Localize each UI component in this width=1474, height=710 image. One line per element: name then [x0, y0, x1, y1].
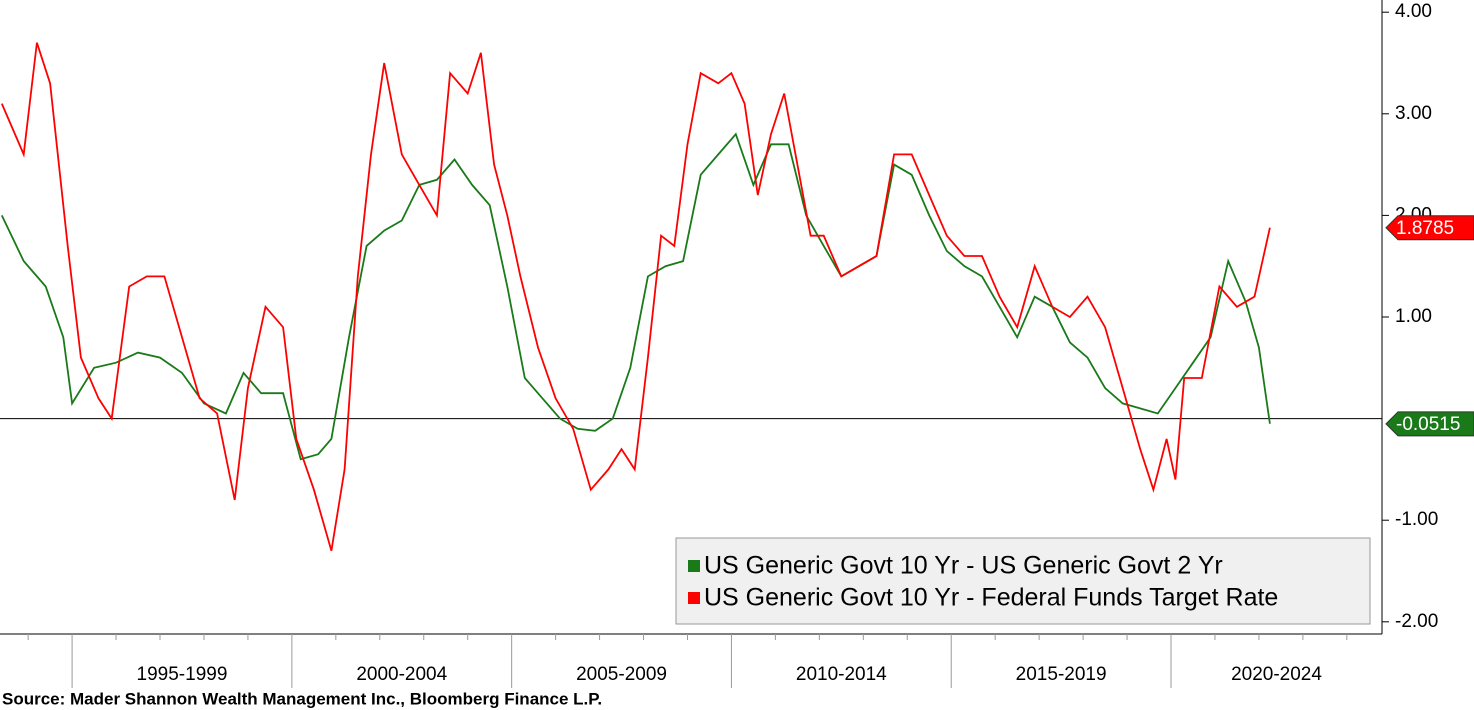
last-value-label: 1.8785: [1396, 218, 1454, 239]
legend-box: [675, 537, 1371, 625]
source: Source: Mader Shannon Wealth Management …: [2, 689, 602, 708]
y-tick-label: 1.00: [1395, 306, 1432, 327]
x-band-label: 2010-2014: [796, 664, 887, 685]
last-value-label: -0.0515: [1396, 414, 1460, 435]
series-line: [0, 132, 1271, 461]
last-value-tag: [1385, 411, 1474, 437]
x-band-label: 1995-1999: [137, 664, 228, 685]
x-band-label: 2015-2019: [1016, 664, 1107, 685]
y-tick-label: 4.00: [1395, 1, 1432, 22]
legend-label: US Generic Govt 10 Yr - US Generic Govt …: [704, 552, 1223, 580]
x-band-label: 2005-2009: [576, 664, 667, 685]
legend-label: US Generic Govt 10 Yr - Federal Funds Ta…: [704, 584, 1278, 612]
legend-swatch: [688, 592, 700, 604]
y-tick-label: 3.00: [1395, 103, 1432, 124]
y-tick-label: -1.00: [1395, 509, 1438, 530]
last-value-tag: [1385, 215, 1474, 241]
x-band-label: 2000-2004: [356, 664, 447, 685]
y-tick-label: -2.00: [1395, 611, 1438, 632]
x-band-label: 2020-2024: [1231, 664, 1322, 685]
legend-swatch: [688, 560, 700, 572]
series-line: [0, 42, 1271, 551]
